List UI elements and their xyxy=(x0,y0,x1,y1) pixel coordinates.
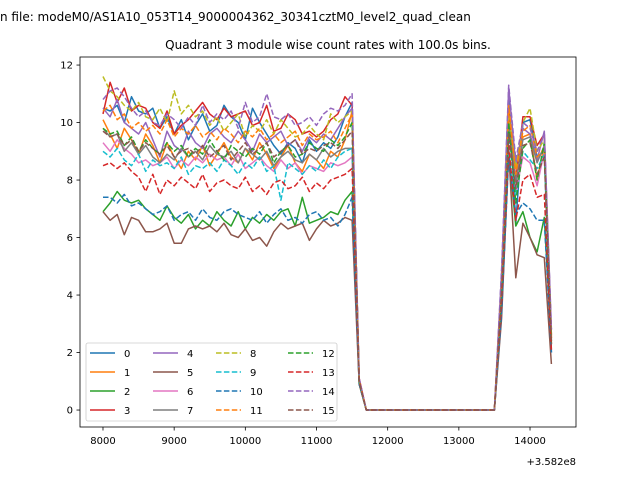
x-tick-label: 13000 xyxy=(443,436,475,447)
series-line-11 xyxy=(102,104,553,411)
x-tick-label: 11000 xyxy=(301,436,333,447)
x-offset-label: +3.582e8 xyxy=(526,457,576,468)
x-tick-label: 10000 xyxy=(229,436,261,447)
legend-label-0: 0 xyxy=(124,349,130,360)
legend-label-13: 13 xyxy=(322,368,335,379)
axes-frame xyxy=(79,56,577,428)
legend-label-5: 5 xyxy=(187,368,193,379)
x-tick-label: 9000 xyxy=(161,436,186,447)
y-tick-label: 0 xyxy=(67,406,73,417)
legend-label-9: 9 xyxy=(250,368,256,379)
chart-title: Quadrant 3 module wise count rates with … xyxy=(165,38,491,52)
legend-label-2: 2 xyxy=(124,387,130,398)
legend-label-1: 1 xyxy=(124,368,130,379)
legend-label-8: 8 xyxy=(250,349,256,360)
y-tick-label: 2 xyxy=(67,348,73,359)
y-tick-label: 6 xyxy=(67,233,73,244)
plot-lines xyxy=(102,76,553,411)
legend-label-11: 11 xyxy=(250,406,263,417)
legend-label-15: 15 xyxy=(322,406,335,417)
legend-box xyxy=(85,342,338,422)
y-tick-label: 8 xyxy=(67,176,73,187)
y-axis: 0 2 4 6 8 10 12 xyxy=(60,61,80,417)
legend-label-7: 7 xyxy=(187,406,193,417)
y-tick-label: 4 xyxy=(67,291,73,302)
x-tick-label: 14000 xyxy=(514,436,546,447)
series-line-9 xyxy=(102,136,553,411)
legend-label-14: 14 xyxy=(322,387,335,398)
legend-label-6: 6 xyxy=(187,387,193,398)
x-tick-label: 12000 xyxy=(372,436,404,447)
figure-suptitle: n file: modeM0/AS1A10_053T14_9000004362_… xyxy=(0,10,471,24)
y-tick-label: 10 xyxy=(60,118,73,129)
y-tick-label: 12 xyxy=(60,61,73,72)
x-axis: 8000 9000 10000 11000 12000 13000 14000 xyxy=(90,427,546,447)
legend-label-12: 12 xyxy=(322,349,335,360)
legend-label-3: 3 xyxy=(124,406,130,417)
legend-label-4: 4 xyxy=(187,349,193,360)
x-tick-label: 8000 xyxy=(90,436,115,447)
series-line-15 xyxy=(102,130,553,411)
legend-label-10: 10 xyxy=(250,387,263,398)
